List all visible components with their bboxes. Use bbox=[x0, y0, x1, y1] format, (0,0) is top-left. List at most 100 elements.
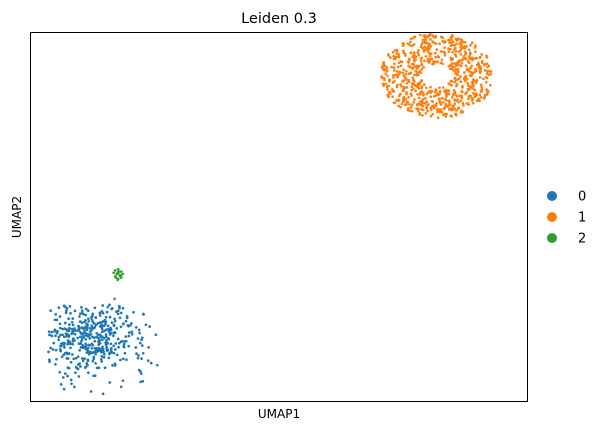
data-point-cluster-0 bbox=[139, 370, 142, 373]
data-point-cluster-1 bbox=[410, 62, 414, 66]
data-point-cluster-0 bbox=[57, 335, 61, 339]
data-point-cluster-0 bbox=[130, 330, 134, 334]
data-point-cluster-0 bbox=[64, 309, 68, 313]
data-point-cluster-0 bbox=[78, 335, 82, 339]
data-point-cluster-0 bbox=[121, 357, 125, 361]
data-point-cluster-0 bbox=[86, 346, 90, 350]
data-point-cluster-1 bbox=[429, 114, 433, 118]
data-point-cluster-1 bbox=[460, 62, 464, 65]
data-point-cluster-1 bbox=[485, 56, 489, 59]
data-point-cluster-1 bbox=[421, 46, 425, 50]
data-point-cluster-0 bbox=[110, 321, 114, 324]
data-point-cluster-1 bbox=[431, 34, 435, 37]
data-point-cluster-1 bbox=[459, 46, 462, 49]
data-point-cluster-2 bbox=[113, 297, 116, 301]
data-point-cluster-1 bbox=[467, 84, 471, 88]
data-point-cluster-1 bbox=[449, 36, 453, 39]
data-point-cluster-1 bbox=[453, 53, 457, 56]
data-point-cluster-0 bbox=[71, 342, 75, 346]
data-point-cluster-0 bbox=[80, 339, 83, 343]
data-point-cluster-1 bbox=[420, 79, 423, 82]
data-point-cluster-1 bbox=[431, 112, 435, 116]
data-point-cluster-0 bbox=[127, 331, 131, 334]
data-point-cluster-1 bbox=[424, 55, 428, 58]
data-point-cluster-0 bbox=[69, 360, 73, 364]
data-point-cluster-1 bbox=[483, 69, 487, 72]
data-point-cluster-1 bbox=[464, 57, 467, 60]
data-point-cluster-0 bbox=[93, 346, 97, 350]
data-point-cluster-1 bbox=[416, 107, 420, 111]
legend-marker-1 bbox=[547, 212, 557, 222]
data-point-cluster-1 bbox=[449, 47, 452, 51]
data-point-cluster-1 bbox=[425, 47, 429, 51]
data-point-cluster-0 bbox=[64, 311, 68, 315]
data-point-cluster-0 bbox=[57, 306, 61, 310]
data-point-cluster-1 bbox=[444, 102, 448, 106]
data-point-cluster-1 bbox=[425, 100, 428, 104]
data-point-cluster-1 bbox=[405, 103, 408, 106]
data-point-cluster-1 bbox=[416, 82, 420, 86]
data-point-cluster-0 bbox=[79, 346, 83, 349]
data-point-cluster-1 bbox=[460, 90, 464, 94]
data-point-cluster-1 bbox=[402, 68, 406, 72]
data-point-cluster-0 bbox=[89, 332, 93, 336]
data-point-cluster-0 bbox=[102, 352, 106, 356]
data-point-cluster-1 bbox=[480, 59, 484, 63]
data-point-cluster-1 bbox=[421, 113, 424, 117]
data-point-cluster-1 bbox=[395, 55, 398, 59]
data-point-cluster-0 bbox=[100, 327, 104, 331]
data-point-cluster-1 bbox=[399, 83, 402, 86]
data-point-cluster-1 bbox=[424, 97, 427, 100]
data-point-cluster-1 bbox=[416, 109, 420, 113]
data-point-cluster-1 bbox=[422, 94, 425, 97]
data-point-cluster-0 bbox=[88, 344, 92, 347]
data-point-cluster-1 bbox=[412, 78, 415, 82]
data-point-cluster-1 bbox=[395, 73, 399, 77]
data-point-cluster-0 bbox=[141, 351, 145, 355]
data-point-cluster-1 bbox=[424, 34, 428, 38]
data-point-cluster-0 bbox=[76, 336, 80, 340]
data-point-cluster-1 bbox=[398, 94, 401, 98]
data-point-cluster-0 bbox=[74, 371, 77, 375]
data-point-cluster-0 bbox=[108, 381, 112, 384]
data-point-cluster-0 bbox=[86, 309, 90, 312]
data-point-cluster-0 bbox=[80, 357, 84, 360]
data-point-cluster-1 bbox=[409, 40, 412, 44]
data-point-cluster-0 bbox=[104, 322, 107, 326]
data-point-cluster-2 bbox=[121, 272, 125, 276]
data-point-cluster-1 bbox=[463, 50, 467, 54]
data-point-cluster-0 bbox=[99, 321, 102, 324]
data-point-cluster-1 bbox=[486, 90, 490, 94]
data-point-cluster-1 bbox=[413, 98, 416, 101]
data-point-cluster-1 bbox=[425, 104, 429, 107]
data-point-cluster-0 bbox=[119, 385, 123, 389]
data-point-cluster-1 bbox=[447, 99, 451, 102]
data-point-cluster-0 bbox=[110, 351, 113, 354]
data-point-cluster-0 bbox=[88, 326, 92, 330]
data-point-cluster-1 bbox=[432, 60, 435, 63]
data-point-cluster-1 bbox=[487, 64, 491, 68]
data-point-cluster-1 bbox=[391, 50, 395, 54]
data-point-cluster-1 bbox=[420, 43, 423, 47]
data-point-cluster-1 bbox=[422, 50, 426, 53]
data-point-cluster-1 bbox=[470, 41, 474, 45]
data-point-cluster-0 bbox=[79, 365, 82, 368]
data-point-cluster-0 bbox=[123, 351, 127, 355]
data-point-cluster-0 bbox=[86, 358, 90, 362]
data-point-cluster-1 bbox=[469, 66, 473, 70]
data-point-cluster-0 bbox=[115, 310, 118, 314]
data-point-cluster-1 bbox=[408, 102, 411, 106]
data-point-cluster-0 bbox=[125, 358, 128, 362]
data-point-cluster-1 bbox=[457, 107, 460, 111]
data-point-cluster-1 bbox=[448, 64, 452, 68]
data-point-cluster-1 bbox=[417, 65, 420, 69]
data-point-cluster-0 bbox=[77, 324, 80, 328]
data-point-cluster-0 bbox=[100, 330, 104, 334]
data-point-cluster-0 bbox=[84, 307, 88, 311]
data-point-cluster-1 bbox=[429, 52, 433, 56]
data-point-cluster-0 bbox=[87, 317, 90, 321]
data-point-cluster-2 bbox=[116, 278, 119, 282]
data-point-cluster-1 bbox=[384, 72, 387, 76]
data-point-cluster-1 bbox=[426, 59, 429, 63]
data-point-cluster-1 bbox=[453, 98, 457, 101]
